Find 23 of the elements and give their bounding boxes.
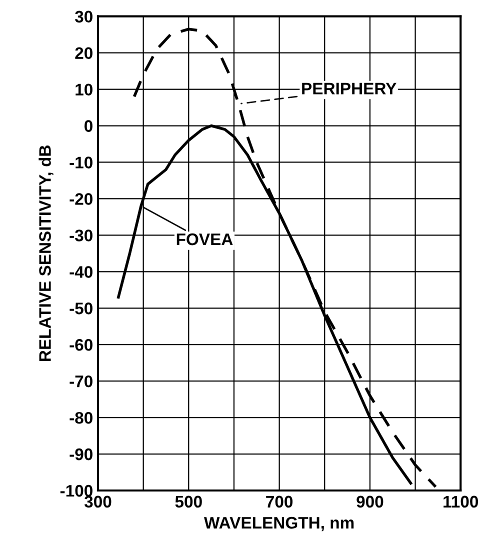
y-tick-label: -80 — [70, 412, 92, 424]
x-tick-label: 900 — [356, 496, 384, 508]
text: FOVEA — [176, 233, 233, 246]
y-axis-title: RELATIVE SENSITIVITY, dB — [38, 146, 54, 361]
y-tick-label: 0 — [84, 120, 92, 132]
x-tick-label: 1100 — [444, 496, 478, 508]
y-tick-label: -30 — [70, 230, 92, 242]
x-tick-label: 300 — [84, 496, 112, 508]
x-axis-title: WAVELENGTH, nm — [204, 516, 354, 532]
y-tick-label: 30 — [74, 10, 92, 23]
y-tick-label: -100 — [60, 484, 92, 497]
x-tick-label: 500 — [175, 496, 202, 508]
y-tick-label: -10 — [70, 156, 92, 168]
x-tick-label: 700 — [266, 496, 293, 508]
y-tick-label: 10 — [76, 84, 92, 96]
y-tick-label: -40 — [70, 266, 92, 278]
y-tick-label: -70 — [70, 375, 92, 388]
y-tick-label: -50 — [70, 302, 92, 314]
y-tick-label: 20 — [75, 47, 92, 60]
y-tick-label: -60 — [70, 339, 92, 351]
y-tick-label: -20 — [70, 193, 92, 205]
y-tick-label: -90 — [70, 448, 92, 460]
legend-label: PERIPHERY — [302, 82, 396, 94]
